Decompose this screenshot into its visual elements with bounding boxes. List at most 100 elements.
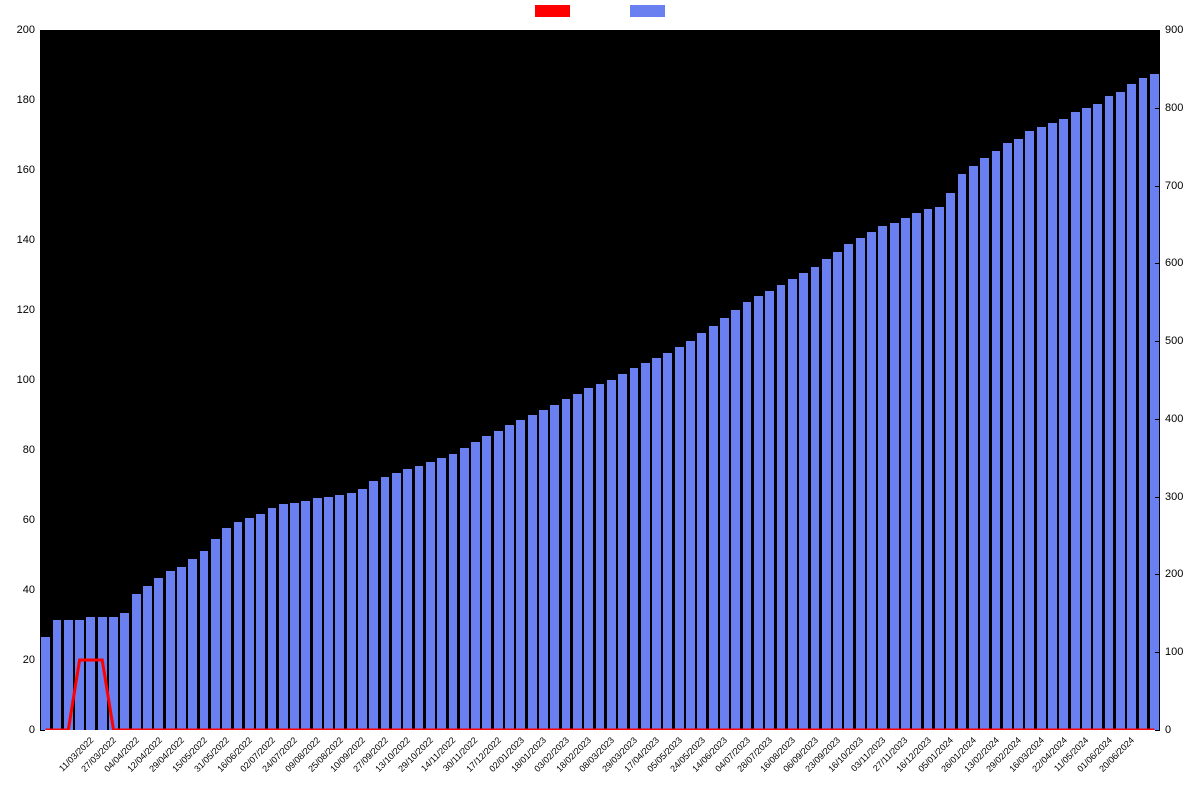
data-bar bbox=[901, 218, 910, 730]
data-bar bbox=[324, 497, 333, 730]
y-left-tick: 200 bbox=[0, 24, 35, 36]
data-bar bbox=[1127, 84, 1136, 730]
data-bar bbox=[992, 151, 1001, 730]
data-bar bbox=[890, 223, 899, 730]
y-axis-right: 0100200300400500600700800900 bbox=[1160, 30, 1200, 730]
data-bar bbox=[75, 620, 84, 730]
data-bar bbox=[403, 469, 412, 730]
y-right-tick: 700 bbox=[1165, 180, 1200, 192]
y-axis-left: 020406080100120140160180200 bbox=[0, 30, 40, 730]
data-bar bbox=[154, 578, 163, 730]
data-bar bbox=[188, 559, 197, 730]
data-bar bbox=[562, 399, 571, 730]
data-bar bbox=[211, 539, 220, 730]
y-right-tick: 100 bbox=[1165, 646, 1200, 658]
data-bar bbox=[777, 285, 786, 730]
data-bar bbox=[573, 394, 582, 730]
data-bar bbox=[392, 473, 401, 730]
data-bar bbox=[697, 333, 706, 730]
data-bar bbox=[109, 617, 118, 730]
data-bar bbox=[290, 503, 299, 730]
data-bar bbox=[143, 586, 152, 730]
data-bar bbox=[415, 466, 424, 730]
data-bar bbox=[1025, 131, 1034, 730]
data-bar bbox=[878, 226, 887, 730]
data-bar bbox=[1150, 74, 1159, 730]
data-bar bbox=[720, 318, 729, 730]
data-bar bbox=[958, 174, 967, 730]
data-bar bbox=[924, 209, 933, 730]
data-bar bbox=[177, 567, 186, 730]
data-bar bbox=[765, 291, 774, 730]
data-bar bbox=[505, 425, 514, 730]
data-bar bbox=[709, 326, 718, 730]
data-bar bbox=[1071, 112, 1080, 730]
data-bar bbox=[53, 620, 62, 730]
data-bar bbox=[652, 358, 661, 730]
data-bar bbox=[641, 363, 650, 730]
y-left-tick: 180 bbox=[0, 94, 35, 106]
data-bar bbox=[550, 405, 559, 730]
data-bar bbox=[754, 296, 763, 730]
data-bar bbox=[596, 384, 605, 730]
data-bar bbox=[64, 620, 73, 730]
data-bar bbox=[256, 514, 265, 730]
data-bar bbox=[437, 458, 446, 730]
y-left-tick: 40 bbox=[0, 584, 35, 596]
data-bar bbox=[867, 232, 876, 730]
data-bar bbox=[120, 613, 129, 730]
data-bar bbox=[1003, 143, 1012, 730]
chart-legend bbox=[0, 5, 1200, 17]
y-right-tick: 300 bbox=[1165, 491, 1200, 503]
data-bar bbox=[234, 522, 243, 730]
data-bar bbox=[844, 244, 853, 730]
data-bar bbox=[358, 489, 367, 730]
x-axis: 11/03/202227/03/202204/04/202212/04/2022… bbox=[40, 730, 1160, 800]
y-left-tick: 20 bbox=[0, 654, 35, 666]
data-bar bbox=[811, 267, 820, 730]
y-left-tick: 60 bbox=[0, 514, 35, 526]
data-bar bbox=[426, 462, 435, 730]
data-bar bbox=[449, 454, 458, 730]
data-bar bbox=[822, 259, 831, 730]
data-bar bbox=[856, 238, 865, 730]
y-right-tick: 0 bbox=[1165, 724, 1200, 736]
data-bar bbox=[788, 279, 797, 730]
data-bar bbox=[41, 637, 50, 730]
data-bar bbox=[166, 571, 175, 730]
y-right-tick: 400 bbox=[1165, 413, 1200, 425]
y-left-tick: 0 bbox=[0, 724, 35, 736]
data-bar bbox=[980, 158, 989, 730]
data-bar bbox=[584, 388, 593, 730]
data-bar bbox=[516, 420, 525, 730]
y-right-tick: 500 bbox=[1165, 335, 1200, 347]
data-bar bbox=[743, 302, 752, 730]
data-bar bbox=[86, 617, 95, 730]
data-bar bbox=[132, 594, 141, 730]
data-bar bbox=[279, 504, 288, 730]
data-bar bbox=[663, 353, 672, 730]
data-bar bbox=[799, 273, 808, 730]
data-bar bbox=[731, 310, 740, 730]
data-bar bbox=[539, 410, 548, 730]
data-bar bbox=[969, 166, 978, 730]
data-bar bbox=[912, 213, 921, 730]
data-bar bbox=[369, 481, 378, 730]
data-bar bbox=[1093, 104, 1102, 730]
y-left-tick: 160 bbox=[0, 164, 35, 176]
data-bar bbox=[935, 207, 944, 730]
legend-swatch-blue bbox=[630, 5, 665, 17]
data-bar bbox=[268, 508, 277, 730]
data-bar bbox=[1037, 127, 1046, 730]
data-bar bbox=[381, 477, 390, 730]
data-bar bbox=[833, 252, 842, 730]
y-left-tick: 140 bbox=[0, 234, 35, 246]
y-left-tick: 120 bbox=[0, 304, 35, 316]
data-bar bbox=[675, 347, 684, 730]
data-bar bbox=[301, 501, 310, 730]
data-bar bbox=[98, 617, 107, 730]
data-bar bbox=[460, 448, 469, 730]
data-bar bbox=[946, 193, 955, 730]
bars-layer bbox=[40, 30, 1160, 730]
data-bar bbox=[1105, 96, 1114, 730]
